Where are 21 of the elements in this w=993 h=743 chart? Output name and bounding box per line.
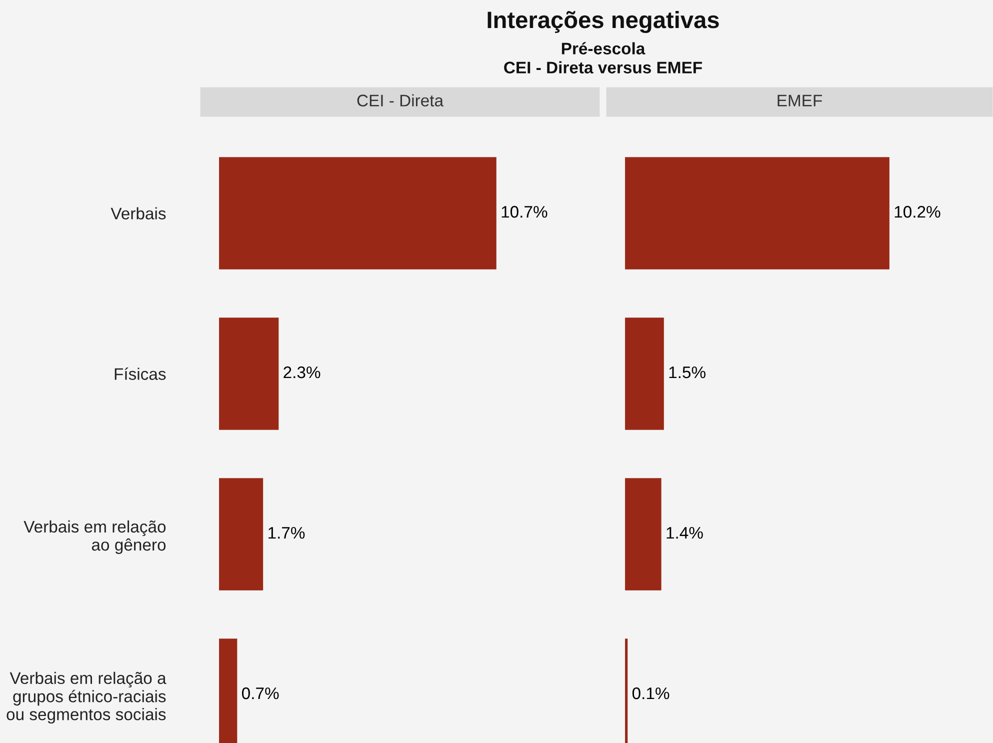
text: CEI - Direta versus EMEF	[504, 61, 702, 74]
text: Interações negativas	[488, 10, 719, 34]
data-label: 0.1%	[632, 687, 670, 700]
bar	[219, 318, 279, 430]
text: Pré-escola	[562, 42, 646, 54]
bar	[625, 318, 664, 430]
bar	[625, 157, 890, 270]
y-tick-label: Verbais	[110, 207, 166, 220]
bar	[219, 157, 496, 270]
y-tick-label: Verbais em relação a grupos étnico-raciais ou segmentos sociais	[6, 672, 166, 724]
chart-title: EMEF	[778, 94, 822, 106]
data-label: 0.7%	[242, 687, 279, 700]
data-label: 1.7%	[268, 526, 305, 539]
data-label: 2.3%	[284, 366, 320, 378]
chart-title: CEI - Direta	[357, 94, 444, 106]
data-label: 1.4%	[666, 526, 703, 539]
y-tick-label: Verbais em relação ao gênero	[24, 520, 166, 554]
data-label: 10.2%	[894, 206, 940, 218]
data-label: 1.5%	[669, 366, 706, 378]
data-label: 10.7%	[502, 206, 548, 218]
y-tick-label: Físicas	[114, 368, 166, 380]
